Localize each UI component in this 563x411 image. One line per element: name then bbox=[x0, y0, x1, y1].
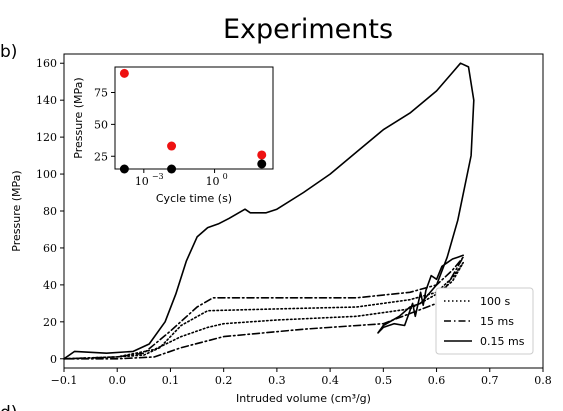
y-tick-label: 0 bbox=[50, 353, 57, 366]
inset-x-axis-label: Cycle time (s) bbox=[156, 192, 232, 205]
y-tick-label: 160 bbox=[36, 57, 57, 70]
inset-y-tick-label: 50 bbox=[94, 118, 108, 131]
legend-label: 15 ms bbox=[480, 315, 514, 328]
y-tick-label: 80 bbox=[43, 205, 57, 218]
legend-label: 100 s bbox=[480, 295, 510, 308]
inset-point bbox=[257, 159, 267, 169]
series-line-100-s bbox=[63, 261, 465, 360]
inset-point bbox=[119, 164, 129, 174]
x-tick-label: 0.8 bbox=[534, 374, 552, 387]
x-tick-label: 0.2 bbox=[215, 374, 233, 387]
y-tick-label: 100 bbox=[36, 168, 57, 181]
inset-point bbox=[167, 164, 177, 174]
main-plot: −0.1 0.0 0.1 0.2 0.3 0.4 0.5 0.6 0.7 0.8 0 20 40 60 80… bbox=[10, 53, 552, 405]
panel-label-b: b) bbox=[0, 42, 17, 62]
x-tick-label: 0.6 bbox=[428, 374, 446, 387]
inset-x-tick-label: 10 bbox=[135, 175, 149, 188]
x-tick-label: 0.0 bbox=[108, 374, 126, 387]
x-axis-label: Intruded volume (cm³/g) bbox=[236, 392, 371, 405]
inset-point bbox=[257, 150, 267, 160]
inset-point bbox=[119, 68, 129, 78]
panel-label-d: d) bbox=[0, 403, 17, 411]
y-tick-label: 20 bbox=[43, 316, 57, 329]
y-tick-label: 40 bbox=[43, 279, 57, 292]
inset-axes-frame bbox=[114, 66, 274, 170]
chart-title: Experiments bbox=[223, 14, 393, 45]
inset-point bbox=[167, 141, 177, 151]
y-tick-label: 60 bbox=[43, 242, 57, 255]
inset-x-tick-exponent: −3 bbox=[152, 172, 164, 181]
x-tick-label: 0.7 bbox=[481, 374, 499, 387]
x-tick-label: −0.1 bbox=[51, 374, 78, 387]
series-line-15-ms bbox=[63, 256, 465, 360]
x-tick-label: 0.1 bbox=[162, 374, 180, 387]
inset-x-tick-label: 10 bbox=[206, 175, 220, 188]
series-line-0-15-ms bbox=[63, 62, 475, 360]
y-tick-label: 120 bbox=[36, 131, 57, 144]
legend-box bbox=[435, 287, 534, 355]
x-tick-label: 0.3 bbox=[268, 374, 286, 387]
x-tick-label: 0.5 bbox=[375, 374, 393, 387]
y-axis-label: Pressure (MPa) bbox=[10, 170, 23, 251]
y-tick-label: 140 bbox=[36, 94, 57, 107]
legend-label: 0.15 ms bbox=[480, 335, 525, 348]
inset-y-tick-label: 25 bbox=[94, 150, 108, 163]
x-tick-label: 0.4 bbox=[321, 374, 339, 387]
inset-x-tick-exponent: 0 bbox=[223, 172, 228, 181]
inset-y-axis-label: Pressure (MPa) bbox=[72, 77, 85, 158]
inset-y-tick-label: 75 bbox=[94, 87, 108, 100]
